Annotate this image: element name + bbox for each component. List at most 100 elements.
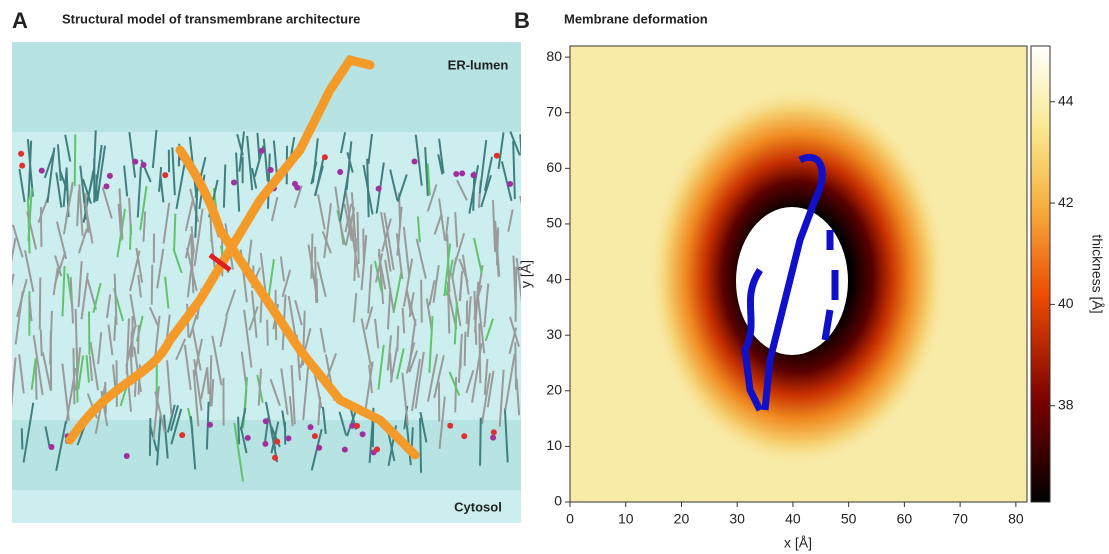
lipid: [27, 140, 33, 200]
lipid: [171, 147, 176, 196]
lipid: [426, 163, 431, 196]
lipid: [310, 161, 318, 185]
lipid: [503, 408, 509, 463]
lipid: [463, 331, 467, 366]
y-tick-label: 70: [546, 103, 562, 119]
lipid: [444, 216, 450, 242]
lipid: [433, 355, 445, 399]
x-tick-label: 70: [952, 511, 968, 527]
lipid: [419, 411, 428, 443]
headgroup: [490, 434, 497, 441]
lipid: [113, 273, 118, 326]
lipid: [294, 299, 303, 326]
lipid: [480, 372, 491, 425]
lipid: [415, 238, 427, 279]
lipid: [156, 248, 165, 289]
lipid: [454, 212, 459, 248]
lipid: [175, 161, 187, 210]
lipid: [396, 206, 403, 256]
lipid: [428, 316, 434, 373]
headgroup: [461, 433, 468, 440]
lipid: [515, 258, 521, 303]
headgroup: [374, 446, 381, 453]
lipid: [386, 288, 392, 330]
lipid: [500, 161, 513, 202]
lipid: [321, 406, 327, 435]
lipid: [392, 272, 403, 314]
lipid: [466, 296, 472, 337]
headgroup: [267, 166, 274, 173]
lipid: [484, 318, 495, 342]
headgroup: [103, 183, 110, 190]
panel-title: Membrane deformation: [564, 11, 708, 26]
headgroup: [453, 170, 460, 177]
lipid: [316, 261, 327, 298]
lipid: [456, 179, 468, 201]
lipid: [105, 294, 112, 319]
lipid: [12, 357, 17, 409]
lipid: [193, 208, 204, 267]
lipid: [310, 233, 314, 279]
lipid: [194, 178, 199, 238]
lipid: [509, 316, 520, 347]
lipid: [360, 318, 372, 366]
headgroup: [285, 435, 292, 442]
lipid: [137, 324, 140, 354]
lipid: [97, 332, 103, 365]
lipid: [237, 416, 241, 445]
y-tick-label: 20: [546, 381, 562, 397]
lipid: [38, 277, 42, 330]
lipid: [166, 404, 176, 433]
lipid: [118, 188, 124, 240]
lipid: [24, 250, 35, 292]
lipid: [491, 200, 497, 252]
y-axis-label: y [Å]: [518, 260, 534, 288]
lipid: [414, 134, 423, 186]
lipid: [386, 335, 392, 371]
lipid: [175, 338, 187, 361]
lipid: [483, 283, 490, 328]
colorbar-tick-label: 38: [1058, 396, 1074, 412]
lipid: [483, 156, 494, 192]
lipid: [142, 211, 147, 242]
lipid: [402, 258, 414, 307]
lipid: [266, 319, 269, 346]
lipid: [262, 138, 269, 182]
lipid: [129, 224, 132, 250]
y-tick-label: 0: [554, 493, 562, 509]
headgroup: [321, 154, 328, 161]
headgroup: [206, 421, 213, 428]
lipid: [454, 377, 458, 413]
lipid: [152, 386, 160, 441]
headgroup: [262, 418, 269, 425]
lipid: [457, 333, 463, 383]
lipid: [498, 369, 505, 427]
lipid: [497, 132, 505, 170]
lipid: [425, 298, 433, 331]
headgroup: [375, 185, 382, 192]
y-tick-label: 50: [546, 215, 562, 231]
lipid: [76, 190, 80, 227]
headgroup: [19, 162, 26, 169]
lipid: [173, 213, 177, 251]
headgroup: [359, 431, 366, 438]
lipid: [486, 370, 495, 408]
heatmap: [570, 46, 1027, 502]
lipid: [473, 237, 483, 274]
lipid: [41, 352, 52, 391]
lipid: [191, 327, 202, 371]
lipid: [280, 368, 289, 415]
lipid: [419, 417, 423, 473]
lipid: [344, 207, 356, 246]
lipid: [427, 353, 439, 402]
lipid: [281, 269, 292, 298]
lipid: [18, 168, 26, 203]
lipid: [367, 264, 373, 314]
lipid: [424, 147, 429, 197]
lipid: [225, 289, 237, 317]
lipid: [77, 228, 88, 254]
lipid: [239, 426, 248, 454]
x-tick-label: 60: [897, 511, 913, 527]
headgroup: [341, 446, 348, 453]
lipid: [344, 203, 353, 233]
